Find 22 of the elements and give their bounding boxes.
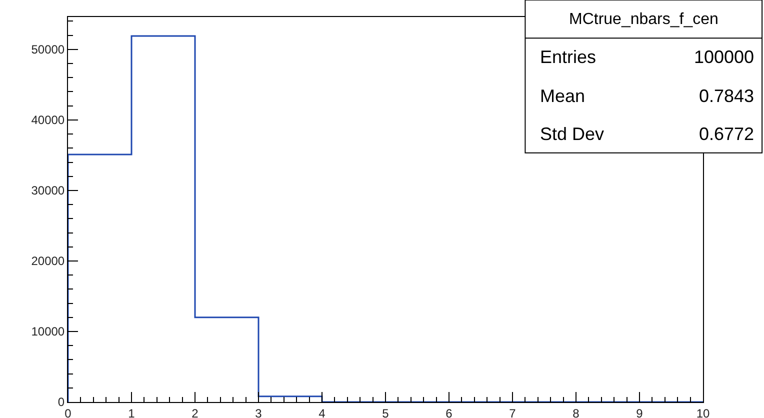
x-tick-label: 4 xyxy=(318,406,326,418)
x-tick-label: 1 xyxy=(128,406,136,418)
x-tick-label: 9 xyxy=(636,406,644,418)
y-tick-label: 20000 xyxy=(31,254,65,268)
annotation: 0.6772 xyxy=(699,124,754,144)
y-tick-label: 30000 xyxy=(31,184,65,198)
x-tick-label: 2 xyxy=(192,406,199,418)
annotation: 0.7843 xyxy=(699,86,754,106)
annotation: MCtrue_nbars_f_cen xyxy=(569,11,718,28)
annotation: Mean xyxy=(540,86,586,106)
annotation: Std Dev xyxy=(540,124,604,144)
x-tick-label: 8 xyxy=(572,406,580,418)
y-tick-label: 40000 xyxy=(31,113,65,128)
y-tick-label: 50000 xyxy=(31,42,65,57)
annotation: Entries xyxy=(540,47,596,67)
x-tick-label: 7 xyxy=(509,406,516,418)
x-tick-label: 10 xyxy=(696,406,710,418)
x-tick-label: 3 xyxy=(255,406,262,418)
x-tick-label: 5 xyxy=(382,406,390,418)
y-tick-label: 10000 xyxy=(31,324,65,339)
x-tick-label: 6 xyxy=(446,406,453,418)
annotation: 100000 xyxy=(694,47,754,67)
